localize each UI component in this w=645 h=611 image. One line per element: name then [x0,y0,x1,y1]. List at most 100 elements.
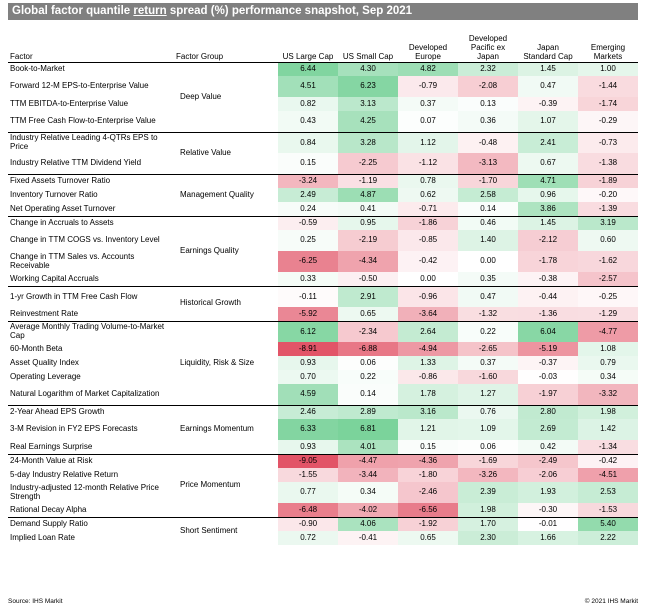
value-cell: -0.03 [518,370,578,384]
value-cell: 0.22 [458,320,518,342]
table-row: Average Monthly Trading Volume-to-Market… [8,320,638,405]
copyright-note: © 2021 IHS Markit [584,598,638,605]
value-cell: 6.81 [338,419,398,440]
factor-name: Average Monthly Trading Volume-to-Market… [8,320,174,342]
value-cell: -6.88 [338,342,398,356]
table-row: Book-to-Market Deep Value 6.44 4.30 4.82 2.32… [8,61,638,132]
value-cell: 1.40 [458,230,518,251]
value-cell: 0.13 [458,97,518,111]
value-cell: -4.34 [338,251,398,272]
value-cell: -0.42 [398,251,458,272]
table-row: Industry Relative TTM Dividend Yield 0.15… [8,153,638,174]
value-cell: -1.78 [518,251,578,272]
value-cell: 2.53 [578,482,638,503]
table-row: Change in Accruals to Assets Earnings Qua… [8,215,638,286]
factor-name: Change in TTM COGS vs. Inventory Level [10,235,160,245]
value-cell: 0.00 [480,256,496,266]
value-cell: -1.74 [578,97,638,111]
value-cell: 3.16 [398,404,458,419]
value-cell: 1.93 [518,482,578,503]
column-header-us-large-cap: US Large Cap [278,31,338,63]
value-cell: -1.32 [458,307,518,321]
value-cell: 0.15 [278,153,338,174]
value-cell: 2.30 [458,531,518,545]
title-before: Global factor quantile [12,5,134,17]
value-cell: -0.73 [578,131,638,153]
value-cell: 0.96 [518,188,578,202]
value-cell: -0.85 [398,230,458,251]
value-cell: 3.28 [338,131,398,153]
value-cell: -2.65 [458,342,518,356]
table-row: Fixed Assets Turnover Ratio Management Qu… [8,173,638,216]
value-cell: 1.98 [458,503,518,517]
value-cell: -2.57 [578,272,638,286]
value-cell: 6.04 [518,320,578,342]
value-cell: 0.14 [338,384,398,405]
value-cell: 2.39 [458,482,518,503]
table-row: Demand Supply Ratio Short Sentiment -0.90 4… [8,516,638,545]
value-cell: -2.19 [338,230,398,251]
value-cell: -5.19 [518,342,578,356]
value-cell: 0.14 [458,202,518,216]
factor-name: Change in TTM Sales vs. Accounts Receiva… [10,252,135,270]
value-cell: 0.93 [278,440,338,454]
value-cell: -0.25 [578,285,638,307]
table-row: TTM Free Cash Flow-to-Enterprise Value 0.… [8,111,638,132]
value-cell: 4.25 [338,111,398,132]
value-cell: 1.98 [578,404,638,419]
value-cell: 0.43 [278,111,338,132]
value-cell: -1.12 [398,153,458,174]
factor-name: Real Earnings Surprise [10,441,93,451]
factor-name: 2-Year Ahead EPS Growth [8,404,174,419]
value-cell: 1.21 [398,419,458,440]
value-cell: 0.78 [398,173,458,188]
value-cell: 0.25 [278,230,338,251]
value-cell: -1.34 [578,440,638,454]
factor-name: Forward 12-M EPS-to-Enterprise Value [10,81,149,91]
value-cell: 0.06 [338,356,398,370]
value-cell: 0.79 [578,356,638,370]
value-cell: 2.80 [518,404,578,419]
factor-name: Asset Quality Index [10,357,79,367]
value-cell: -2.34 [338,320,398,342]
value-cell: 0.60 [578,230,638,251]
value-cell: 3.86 [518,202,578,216]
value-cell: -0.29 [578,111,638,132]
factor-group-name: Earnings Momentum [174,404,278,454]
table-row: Rational Decay Alpha -6.48 -4.02 -6.56 1.98-… [8,503,638,517]
value-cell: 4.30 [338,61,398,76]
factor-name: 1-yr Growth in TTM Free Cash Flow [8,285,174,307]
value-cell: 1.45 [518,61,578,76]
factor-name: TTM EBITDA-to-Enterprise Value [10,98,129,108]
factor-column-header: Factor [8,31,174,63]
value-cell: -2.46 [398,482,458,503]
value-cell: -4.02 [338,503,398,517]
factor-name: 60-Month Beta [10,343,63,353]
value-cell: -6.48 [278,503,338,517]
value-cell: 2.32 [458,61,518,76]
column-header-emerging-markets: Emerging Markets [578,31,638,63]
factor-group-name: Earnings Quality [174,215,278,286]
table-row: Natural Logarithm of Market Capitalizati… [8,384,638,405]
value-cell: 3.13 [338,97,398,111]
value-cell: -0.41 [338,531,398,545]
value-cell: -0.86 [398,370,458,384]
value-cell: 0.42 [518,440,578,454]
table-row: 5-day Industry Relative Return -1.55 -3.44… [8,468,638,482]
factor-name: Implied Loan Rate [10,532,75,542]
value-cell: 4.82 [398,61,458,76]
value-cell: 0.47 [518,76,578,97]
value-cell: -1.92 [398,516,458,531]
value-cell: 0.07 [398,111,458,132]
factor-group-name: Management Quality [174,173,278,216]
value-cell: 6.33 [278,419,338,440]
factor-name: 5-day Industry Relative Return [10,469,119,479]
value-cell: -2.49 [518,453,578,468]
value-cell: 0.06 [458,440,518,454]
value-cell: 4.01 [338,440,398,454]
table-row: Industry Relative Leading 4-QTRs EPS to … [8,131,638,174]
factor-name: Change in Accruals to Assets [8,215,174,230]
factor-name: Inventory Turnover Ratio [10,189,98,199]
value-cell: 1.00 [578,61,638,76]
value-cell: 6.23 [338,76,398,97]
